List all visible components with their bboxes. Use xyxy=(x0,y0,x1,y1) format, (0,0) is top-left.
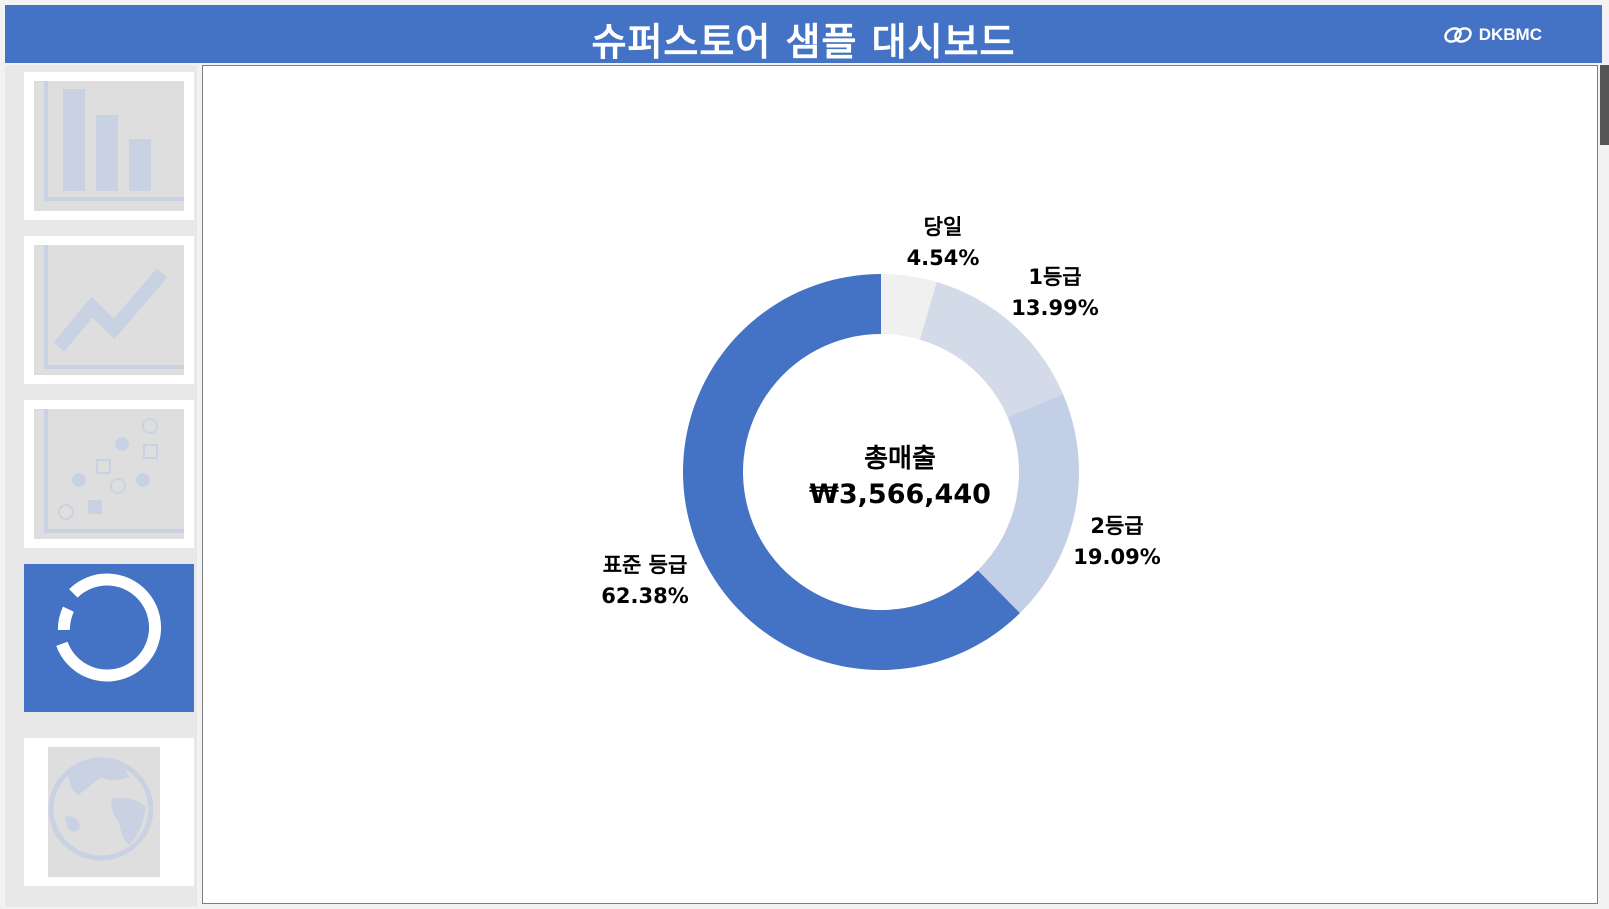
globe-icon xyxy=(48,747,160,877)
slice-name: 표준 등급 xyxy=(602,553,688,577)
slice-label-0: 당일 4.54% xyxy=(907,212,980,274)
slice-percent: 62.38% xyxy=(601,584,689,608)
brand-name: DKBMC xyxy=(1478,25,1542,44)
link-icon xyxy=(1443,27,1472,43)
donut-svg xyxy=(683,274,1079,671)
line-chart-icon xyxy=(34,245,184,375)
nav-map[interactable] xyxy=(24,738,194,886)
center-value: ₩3,566,440 xyxy=(809,479,991,510)
slice-name: 2등급 xyxy=(1090,514,1144,538)
donut-slice-1[interactable] xyxy=(919,282,1063,418)
slice-percent: 4.54% xyxy=(906,246,980,270)
slice-label-3: 표준 등급 62.38% xyxy=(601,550,688,612)
donut-chart: 총매출 ₩3,566,440 당일 4.54% 1등급 13.99% 2등급 19.09%… xyxy=(203,66,1597,903)
nav-bar-chart[interactable] xyxy=(24,72,194,220)
chart-panel: 총매출 ₩3,566,440 당일 4.54% 1등급 13.99% 2등급 19.09%… xyxy=(202,65,1598,904)
slice-percent: 19.09% xyxy=(1073,545,1161,569)
donut-slice-0[interactable] xyxy=(881,274,937,340)
scatter-chart-icon xyxy=(34,409,184,539)
slice-label-1: 1등급 13.99% xyxy=(1011,262,1098,324)
brand-logo: DKBMC xyxy=(1443,25,1542,45)
center-title: 총매출 xyxy=(864,444,936,474)
slice-name: 1등급 xyxy=(1028,265,1082,289)
slice-name: 당일 xyxy=(923,215,963,239)
page-title: 슈퍼스토어 샘플 대시보드 xyxy=(591,20,1016,64)
scrollbar[interactable] xyxy=(1600,65,1609,145)
slice-label-2: 2등급 19.09% xyxy=(1073,511,1160,573)
donut-slice-2[interactable] xyxy=(977,393,1079,614)
donut-chart-icon xyxy=(34,573,184,703)
nav-line-chart[interactable] xyxy=(24,236,194,384)
bar-chart-icon xyxy=(34,81,184,211)
sidebar xyxy=(5,65,197,907)
nav-donut-chart[interactable] xyxy=(24,564,194,712)
nav-scatter-chart[interactable] xyxy=(24,400,194,548)
slice-percent: 13.99% xyxy=(1011,296,1099,320)
donut-slice-3[interactable] xyxy=(683,274,1020,671)
header-bar: 슈퍼스토어 샘플 대시보드 DKBMC xyxy=(5,5,1602,64)
